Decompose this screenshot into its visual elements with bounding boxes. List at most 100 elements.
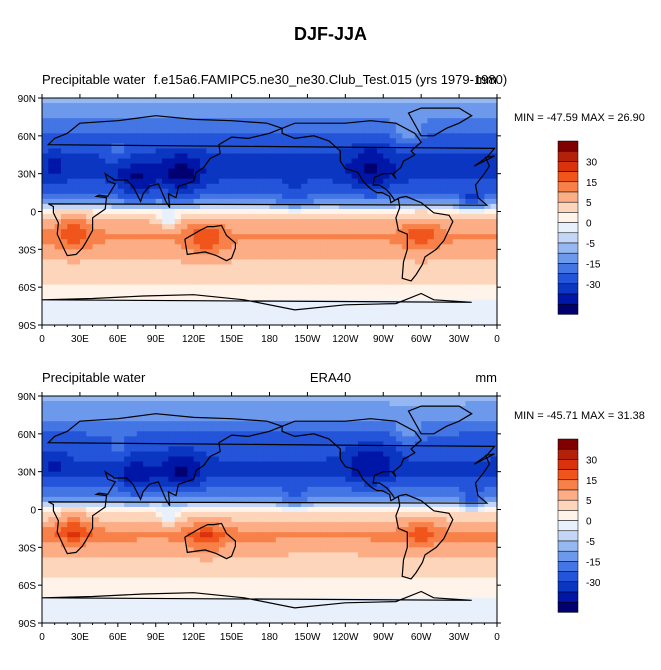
contour-cell bbox=[478, 224, 485, 230]
contour-cell bbox=[333, 128, 340, 134]
contour-cell bbox=[112, 462, 119, 468]
contour-cell bbox=[175, 98, 182, 104]
contour-cell bbox=[326, 148, 333, 154]
contour-cell bbox=[377, 426, 384, 432]
contour-cell bbox=[168, 189, 175, 195]
contour-cell bbox=[383, 477, 390, 483]
contour-cell bbox=[187, 259, 194, 265]
contour-cell bbox=[282, 189, 289, 195]
contour-cell bbox=[427, 310, 434, 316]
contour-cell bbox=[288, 244, 295, 250]
contour-cell bbox=[276, 477, 283, 483]
contour-cell bbox=[175, 179, 182, 185]
contour-cell bbox=[251, 98, 258, 104]
contour-cell bbox=[162, 305, 169, 311]
contour-cell bbox=[67, 275, 74, 281]
contour-cell bbox=[93, 310, 100, 316]
contour-cell bbox=[48, 264, 55, 270]
contour-cell bbox=[459, 194, 466, 200]
contour-cell bbox=[270, 310, 277, 316]
contour-cell bbox=[307, 457, 314, 463]
contour-cell bbox=[465, 426, 472, 432]
contour-cell bbox=[364, 497, 371, 503]
contour-cell bbox=[149, 148, 156, 154]
contour-cell bbox=[162, 133, 169, 139]
contour-cell bbox=[238, 224, 245, 230]
contour-cell bbox=[396, 436, 403, 442]
contour-cell bbox=[149, 406, 156, 412]
contour-cell bbox=[238, 462, 245, 468]
contour-cell bbox=[162, 270, 169, 276]
contour-cell bbox=[149, 477, 156, 483]
contour-cell bbox=[390, 441, 397, 447]
contour-cell bbox=[219, 194, 226, 200]
contour-cell bbox=[320, 189, 327, 195]
contour-cell bbox=[307, 396, 314, 402]
contour-cell bbox=[377, 436, 384, 442]
contour-cell bbox=[421, 310, 428, 316]
contour-cell bbox=[390, 184, 397, 190]
contour-cell bbox=[364, 229, 371, 235]
contour-cell bbox=[295, 315, 302, 321]
contour-cell bbox=[118, 174, 125, 180]
contour-cell bbox=[257, 290, 264, 296]
contour-cell bbox=[187, 431, 194, 437]
contour-cell bbox=[484, 492, 491, 498]
contour-cell bbox=[42, 477, 49, 483]
contour-cell bbox=[472, 199, 479, 205]
contour-cell bbox=[181, 451, 188, 457]
contour-cell bbox=[156, 401, 163, 407]
contour-cell bbox=[427, 239, 434, 245]
contour-cell bbox=[48, 254, 55, 260]
contour-cell bbox=[175, 148, 182, 154]
contour-cell bbox=[484, 224, 491, 230]
contour-cell bbox=[105, 98, 112, 104]
contour-cell bbox=[371, 280, 378, 286]
contour-cell bbox=[402, 436, 409, 442]
contour-cell bbox=[112, 209, 119, 215]
contour-cell bbox=[415, 457, 422, 463]
contour-cell bbox=[149, 138, 156, 144]
contour-cell bbox=[409, 249, 416, 255]
contour-cell bbox=[168, 477, 175, 483]
contour-cell bbox=[270, 214, 277, 220]
contour-cell bbox=[282, 315, 289, 321]
contour-cell bbox=[314, 214, 321, 220]
contour-cell bbox=[339, 209, 346, 215]
contour-cell bbox=[314, 244, 321, 250]
contour-cell bbox=[358, 451, 365, 457]
contour-cell bbox=[390, 254, 397, 260]
contour-cell bbox=[358, 280, 365, 286]
contour-cell bbox=[55, 421, 62, 427]
contour-cell bbox=[282, 426, 289, 432]
contour-cell bbox=[74, 462, 81, 468]
contour-cell bbox=[301, 234, 308, 240]
contour-cell bbox=[307, 462, 314, 468]
contour-cell bbox=[244, 194, 251, 200]
contour-cell bbox=[251, 467, 258, 473]
contour-cell bbox=[295, 300, 302, 306]
contour-cell bbox=[194, 113, 201, 119]
contour-cell bbox=[352, 108, 359, 114]
contour-cell bbox=[143, 411, 150, 417]
contour-cell bbox=[276, 396, 283, 402]
contour-cell bbox=[130, 204, 137, 210]
contour-cell bbox=[263, 209, 270, 215]
contour-cell bbox=[440, 431, 447, 437]
contour-cell bbox=[130, 457, 137, 463]
contour-cell bbox=[200, 406, 207, 412]
contour-cell bbox=[377, 234, 384, 240]
contour-cell bbox=[244, 219, 251, 225]
contour-cell bbox=[478, 305, 485, 311]
contour-cell bbox=[42, 229, 49, 235]
contour-cell bbox=[137, 234, 144, 240]
contour-cell bbox=[112, 123, 119, 129]
contour-cell bbox=[206, 310, 213, 316]
contour-cell bbox=[288, 153, 295, 159]
contour-cell bbox=[257, 285, 264, 291]
contour-cell bbox=[187, 451, 194, 457]
contour-cell bbox=[251, 148, 258, 154]
contour-cell bbox=[421, 98, 428, 104]
contour-cell bbox=[396, 477, 403, 483]
contour-cell bbox=[175, 401, 182, 407]
